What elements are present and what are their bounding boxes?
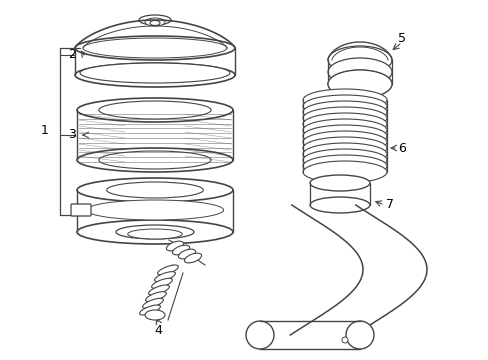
Ellipse shape (77, 98, 232, 122)
Ellipse shape (166, 241, 183, 251)
Ellipse shape (303, 89, 386, 111)
Ellipse shape (303, 149, 386, 171)
Ellipse shape (142, 298, 163, 308)
Ellipse shape (327, 58, 391, 86)
Ellipse shape (303, 107, 386, 129)
Text: 1: 1 (41, 123, 49, 136)
Ellipse shape (303, 161, 386, 183)
Ellipse shape (139, 305, 160, 315)
Ellipse shape (309, 197, 369, 213)
Ellipse shape (303, 95, 386, 117)
Ellipse shape (303, 155, 386, 177)
FancyBboxPatch shape (71, 204, 91, 216)
Ellipse shape (172, 245, 189, 255)
Ellipse shape (154, 272, 175, 282)
Ellipse shape (145, 310, 164, 320)
Ellipse shape (303, 119, 386, 141)
Ellipse shape (127, 229, 182, 239)
Ellipse shape (178, 249, 195, 259)
Ellipse shape (80, 63, 229, 83)
Ellipse shape (303, 131, 386, 153)
Text: 6: 6 (397, 141, 405, 154)
Ellipse shape (346, 321, 373, 349)
Ellipse shape (303, 113, 386, 135)
Ellipse shape (145, 292, 166, 302)
Ellipse shape (86, 200, 223, 220)
Ellipse shape (327, 46, 391, 74)
Ellipse shape (303, 137, 386, 159)
Text: 3: 3 (68, 129, 76, 141)
Ellipse shape (139, 15, 171, 25)
Text: 5: 5 (397, 31, 405, 45)
Ellipse shape (157, 265, 178, 275)
Ellipse shape (327, 70, 391, 98)
Ellipse shape (148, 285, 169, 295)
Ellipse shape (116, 225, 194, 239)
Ellipse shape (145, 18, 164, 26)
Ellipse shape (77, 178, 232, 202)
Ellipse shape (106, 182, 203, 198)
Ellipse shape (303, 101, 386, 123)
Ellipse shape (83, 38, 226, 58)
Text: 7: 7 (385, 198, 393, 211)
Text: 2: 2 (68, 49, 76, 62)
Text: 4: 4 (154, 324, 162, 337)
Ellipse shape (77, 148, 232, 172)
Ellipse shape (151, 278, 172, 288)
Ellipse shape (75, 36, 235, 60)
Ellipse shape (341, 337, 347, 343)
Ellipse shape (77, 220, 232, 244)
Ellipse shape (99, 101, 211, 119)
Ellipse shape (327, 70, 391, 98)
Ellipse shape (309, 175, 369, 191)
Ellipse shape (303, 143, 386, 165)
Ellipse shape (303, 125, 386, 147)
Ellipse shape (150, 21, 160, 26)
Ellipse shape (184, 253, 201, 263)
Ellipse shape (245, 321, 273, 349)
Ellipse shape (75, 63, 235, 87)
Ellipse shape (99, 151, 211, 169)
